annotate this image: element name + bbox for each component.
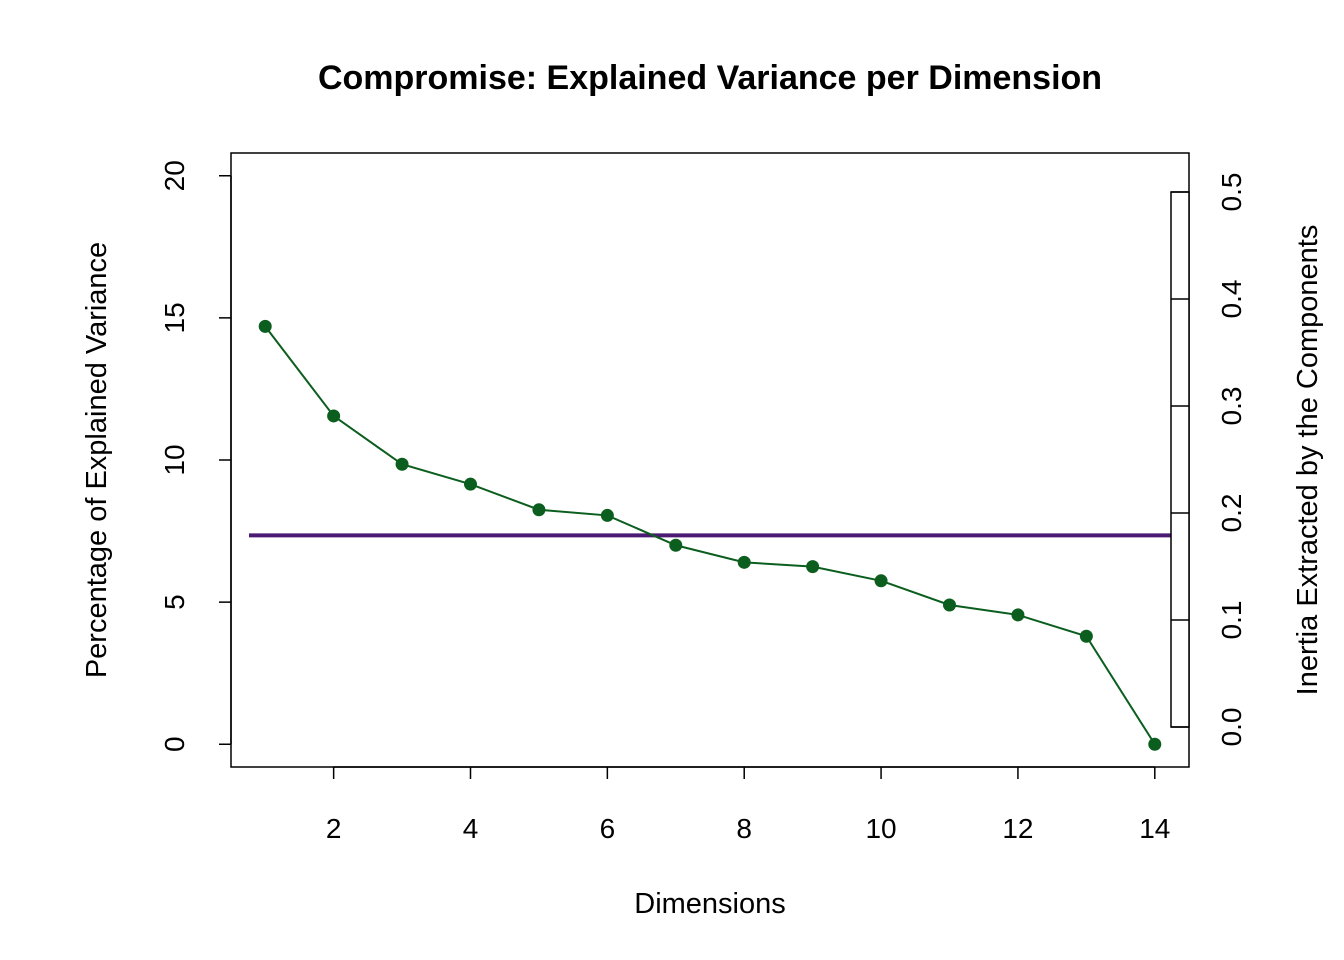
inertia-scale-bar — [1170, 191, 1190, 728]
data-point — [600, 508, 614, 522]
y-tick-label: 20 — [159, 160, 190, 191]
x-tick-label: 2 — [326, 813, 342, 844]
series-layer — [258, 319, 1162, 751]
data-point — [327, 409, 341, 423]
y2-tick-label: 0.0 — [1216, 708, 1247, 747]
y-tick-label: 15 — [159, 302, 190, 333]
secondary-y-axis: 0.0 0.1 0.2 0.3 0.4 0.5 — [1170, 173, 1247, 747]
y-tick-label: 5 — [159, 594, 190, 610]
data-point — [1079, 629, 1093, 643]
x-tick-label: 14 — [1139, 813, 1170, 844]
data-point — [395, 457, 409, 471]
y2-tick-label: 0.1 — [1216, 601, 1247, 640]
plot-frame — [230, 152, 1190, 768]
y-axis-label: Percentage of Explained Variance — [81, 242, 113, 678]
data-point — [258, 319, 272, 333]
y-tick-label: 10 — [159, 444, 190, 475]
x-tick-label: 6 — [600, 813, 616, 844]
y-axis: 0 5 10 15 20 — [159, 160, 232, 752]
data-point — [1011, 608, 1025, 622]
x-axis-label: Dimensions — [634, 888, 786, 920]
data-point — [532, 503, 546, 517]
y2-tick-label: 0.2 — [1216, 494, 1247, 533]
x-tick-label: 10 — [865, 813, 896, 844]
data-point — [464, 477, 477, 491]
x-tick-label: 8 — [736, 813, 752, 844]
data-point — [806, 560, 820, 574]
data-point — [943, 598, 956, 612]
y2-tick-label: 0.5 — [1216, 173, 1247, 212]
y-tick-label: 0 — [159, 736, 190, 752]
data-point — [1148, 737, 1162, 751]
data-point — [737, 555, 751, 569]
series-line — [264, 325, 1156, 745]
chart-title: Compromise: Explained Variance per Dimen… — [318, 59, 1102, 97]
secondary-y-axis-label: Inertia Extracted by the Components — [1292, 225, 1324, 696]
y2-tick-label: 0.4 — [1216, 280, 1247, 319]
x-axis: 2 4 6 8 10 12 14 — [326, 766, 1170, 844]
x-tick-label: 4 — [463, 813, 479, 844]
y2-tick-label: 0.3 — [1216, 387, 1247, 426]
data-point — [874, 574, 888, 588]
data-point — [669, 538, 683, 552]
x-tick-label: 12 — [1002, 813, 1033, 844]
